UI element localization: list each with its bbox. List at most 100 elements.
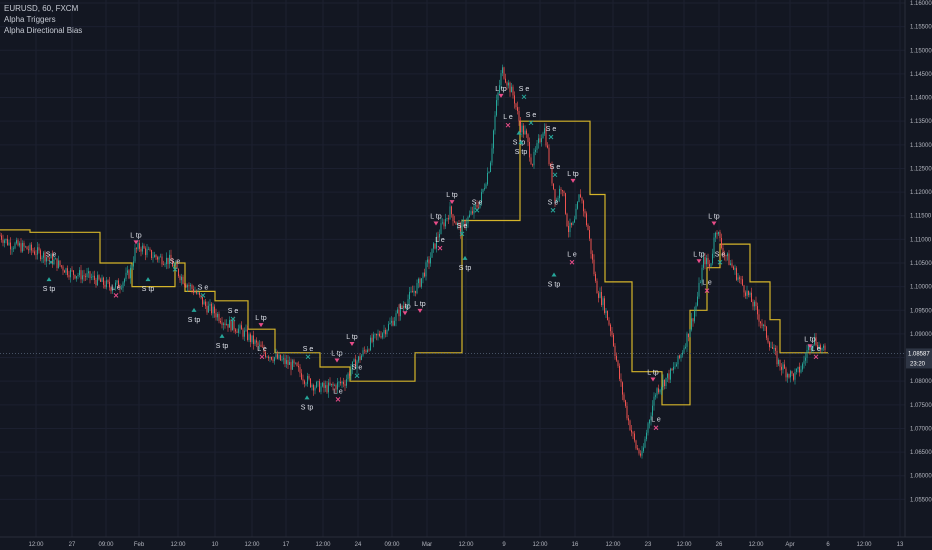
directional-bias-line [0, 120, 828, 406]
candle-bull [229, 320, 230, 328]
candle-bull [166, 257, 167, 265]
indicator-alpha-triggers[interactable]: Alpha Triggers [4, 15, 56, 24]
candle-bear [629, 420, 631, 431]
candle-bear [119, 287, 121, 289]
down-triangle-icon [402, 311, 408, 316]
candle-bull [431, 248, 433, 258]
price-tick-label: 1.15500 [910, 25, 932, 31]
candle-bear [550, 164, 551, 167]
candle-bull [746, 290, 748, 296]
candle-bull [494, 115, 496, 131]
candle-bull [194, 291, 196, 293]
candle-bear [614, 345, 616, 357]
candle-bear [784, 364, 785, 369]
candle-bull [682, 352, 683, 355]
candle-bear [257, 342, 259, 346]
candle-bull [445, 218, 446, 227]
candle-bull [275, 354, 277, 358]
candle-bear [455, 222, 457, 225]
candle-bull [569, 222, 571, 233]
candle-bear [235, 329, 236, 332]
candle-bull [115, 282, 116, 288]
candle-bull [782, 364, 784, 370]
candle-bull [82, 275, 83, 280]
candle-bull [281, 359, 283, 361]
signal-long_tp: L tp [693, 251, 705, 264]
candle-bull [337, 382, 338, 390]
signal-label: S tp [142, 286, 155, 293]
price-axis[interactable]: 1.16000 1.15500 1.15000 1.14500 1.14000 1.135… [904, 0, 932, 537]
candle-bull [352, 361, 353, 370]
candle-bull [655, 395, 656, 397]
candle-bear [67, 268, 68, 276]
time-tick-label: 6 [826, 542, 830, 548]
candle-bull [541, 138, 542, 143]
cross-icon [474, 207, 480, 213]
candle-bull [397, 309, 398, 314]
price-tick-label: 1.14000 [910, 96, 932, 102]
signal-label: L tp [804, 336, 816, 343]
candle-bull [97, 275, 98, 286]
candle-bull [244, 330, 245, 337]
candle-bear [310, 378, 311, 387]
time-axis[interactable]: 12:00 27 09:00 Feb 12:00 10 12:00 17 12:00 24 09:0… [0, 536, 932, 548]
candle-bear [637, 448, 638, 450]
candle-bull [181, 276, 182, 281]
candle-bull [79, 270, 80, 276]
candle-bear [613, 334, 614, 346]
candle-bull [685, 346, 686, 348]
candle-bear [206, 305, 208, 313]
up-triangle-icon [304, 395, 310, 400]
cross-icon [653, 425, 659, 431]
candle-bear [451, 206, 452, 215]
candle-bull [116, 280, 118, 283]
candle-bear [755, 301, 757, 307]
current-price-value: 1.08587 [908, 351, 930, 357]
chart-legend: EURUSD, 60, FXCM Alpha Triggers Alpha Di… [4, 3, 82, 36]
candle-bear [788, 374, 790, 378]
candle-bull [479, 201, 481, 208]
candle-bear [592, 253, 593, 260]
candle-bear [64, 270, 65, 273]
candle-bear [256, 340, 257, 343]
signal-short_tp: S tp [515, 140, 527, 156]
candle-bear [95, 279, 97, 286]
candle-bear [617, 360, 619, 366]
candle-bear [260, 344, 262, 347]
candle-bear [596, 280, 598, 294]
candle-bear [0, 235, 1, 237]
candle-bull [686, 333, 688, 347]
candle-bull [266, 356, 268, 358]
candle-bull [490, 162, 491, 172]
candle-bull [16, 240, 17, 244]
candle-bear [236, 331, 238, 333]
candle-bear [80, 270, 82, 280]
candle-bull [383, 329, 385, 334]
candle-bull [226, 323, 227, 326]
candle-bear [313, 384, 314, 391]
candle-bull [131, 266, 133, 268]
candle-bull [406, 306, 407, 308]
candle-bull [416, 283, 418, 294]
candle-bear [526, 130, 527, 135]
signal-label: S tp [216, 343, 229, 350]
candle-bear [157, 257, 158, 260]
candle-bear [220, 321, 221, 323]
candle-bull [805, 357, 806, 361]
candle-bear [628, 418, 629, 421]
candle-bear [583, 200, 584, 212]
candle-bull [533, 151, 535, 166]
symbol-label[interactable]: EURUSD, 60, FXCM [4, 4, 79, 13]
time-tick-label: 12:00 [244, 542, 260, 548]
candle-bull [436, 236, 437, 249]
candle-bull [665, 377, 667, 386]
candle-bear [301, 373, 302, 380]
candle-bull [76, 276, 77, 279]
up-triangle-icon [191, 307, 197, 312]
candle-bull [350, 369, 352, 376]
signal-label: L e [702, 280, 712, 287]
candle-bull [43, 252, 44, 258]
indicator-alpha-directional-bias[interactable]: Alpha Directional Bias [4, 26, 83, 35]
candle-bull [173, 265, 175, 267]
